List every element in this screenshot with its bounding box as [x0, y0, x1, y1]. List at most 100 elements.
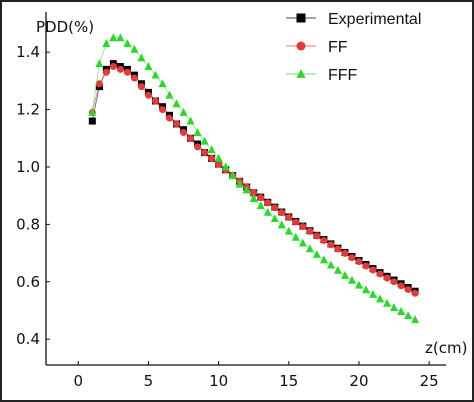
data-point — [250, 189, 258, 197]
series-fff — [88, 33, 420, 324]
data-point — [201, 149, 209, 157]
x-axis-label: z(cm) — [425, 339, 467, 357]
data-point — [376, 294, 385, 303]
data-point — [102, 68, 110, 76]
series-line — [91, 66, 416, 294]
data-point — [291, 232, 300, 241]
data-point — [88, 107, 97, 116]
y-axis-label: PDD(%) — [36, 18, 94, 36]
data-point — [158, 106, 166, 114]
data-point — [284, 226, 293, 235]
data-point — [130, 74, 138, 82]
data-point — [186, 116, 195, 125]
data-point — [299, 223, 307, 231]
data-point — [166, 114, 174, 122]
data-point — [305, 244, 314, 253]
data-point — [292, 218, 300, 226]
data-point — [165, 90, 174, 99]
data-point — [123, 39, 132, 47]
x-tick-label: 0 — [74, 372, 84, 390]
legend-marker — [296, 41, 306, 51]
data-point — [390, 303, 399, 312]
data-point — [187, 134, 195, 142]
data-point — [327, 241, 335, 249]
data-point — [411, 289, 419, 297]
data-point — [208, 154, 216, 162]
legend-label: Experimental — [328, 11, 421, 28]
legend-marker — [296, 13, 306, 23]
data-point — [109, 63, 117, 71]
data-point — [263, 207, 272, 216]
data-point — [207, 145, 216, 154]
data-point — [383, 274, 391, 282]
data-point — [404, 311, 413, 320]
data-point — [285, 213, 293, 221]
data-point — [277, 220, 286, 229]
data-point — [340, 270, 349, 279]
data-point — [411, 315, 420, 324]
data-point — [383, 298, 392, 307]
data-point — [256, 201, 265, 210]
data-point — [264, 199, 272, 207]
series-experimental — [88, 60, 419, 295]
data-point — [130, 44, 139, 53]
data-marks — [88, 33, 420, 324]
x-tick-label: 25 — [420, 372, 439, 390]
data-point — [369, 289, 378, 298]
data-point — [172, 99, 181, 108]
data-point — [158, 79, 167, 88]
data-point — [270, 214, 279, 223]
data-point — [95, 59, 104, 68]
data-point — [333, 265, 342, 274]
data-point — [200, 136, 209, 145]
data-point — [137, 83, 145, 91]
data-point — [235, 179, 244, 188]
data-point — [116, 33, 125, 42]
data-point — [348, 254, 356, 262]
data-point — [404, 286, 412, 294]
data-point — [397, 307, 406, 316]
legend-label: FF — [328, 39, 348, 56]
x-tick-label: 10 — [209, 372, 228, 390]
x-tick-label: 5 — [144, 372, 154, 390]
data-point — [397, 282, 405, 290]
data-point — [326, 260, 335, 269]
data-point — [102, 39, 111, 47]
tick-labels: 0.4 0.6 0.8 1.0 1.2 1.4 0 5 10 15 20 25 — [16, 43, 439, 390]
data-point — [257, 194, 265, 202]
data-point — [151, 97, 159, 105]
series-line — [91, 37, 416, 321]
legend-label: FFF — [328, 67, 358, 84]
data-point — [151, 70, 160, 79]
data-point — [137, 53, 146, 62]
data-point — [298, 238, 307, 247]
data-point — [306, 227, 314, 235]
data-point — [242, 185, 251, 194]
data-point — [278, 209, 286, 217]
data-point — [313, 232, 321, 240]
y-tick-label: 0.6 — [16, 273, 40, 291]
data-point — [312, 249, 321, 258]
legend-marker — [296, 68, 306, 78]
data-point — [320, 236, 328, 244]
data-point — [144, 91, 152, 99]
axes — [45, 12, 446, 366]
data-point — [123, 68, 131, 76]
data-point — [362, 285, 370, 294]
x-tick-label: 15 — [279, 372, 298, 390]
data-point — [355, 258, 363, 266]
data-point — [376, 270, 384, 278]
x-tick-label: 20 — [349, 372, 368, 390]
data-point — [88, 117, 96, 125]
data-point — [215, 160, 223, 168]
data-point — [144, 61, 153, 70]
data-point — [179, 107, 188, 116]
data-point — [249, 193, 258, 202]
series-line — [91, 63, 416, 292]
data-point — [347, 275, 356, 284]
data-point — [334, 245, 342, 253]
data-point — [116, 65, 124, 73]
